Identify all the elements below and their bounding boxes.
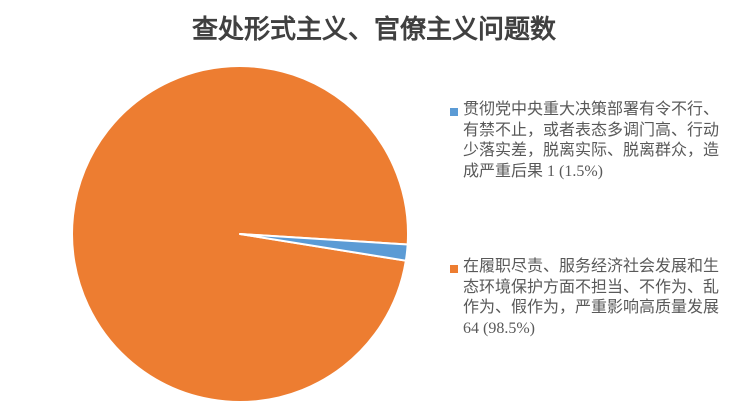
pie-slice-blue [239, 233, 409, 262]
chart-title: 查处形式主义、官僚主义问题数 [191, 15, 556, 44]
legend-marker-orange-icon [450, 265, 458, 273]
legend-label-blue: 贯彻党中央重大决策部署有令不行、 有禁不止，或者表态多调门高、行动 少落实差，脱… [463, 101, 720, 180]
legend-label-orange: 在履职尽责、服务经济社会发展和生 态环境保护方面不担当、不作为、乱 作为、假作为… [463, 258, 720, 337]
legend-marker-blue-icon [450, 108, 458, 116]
